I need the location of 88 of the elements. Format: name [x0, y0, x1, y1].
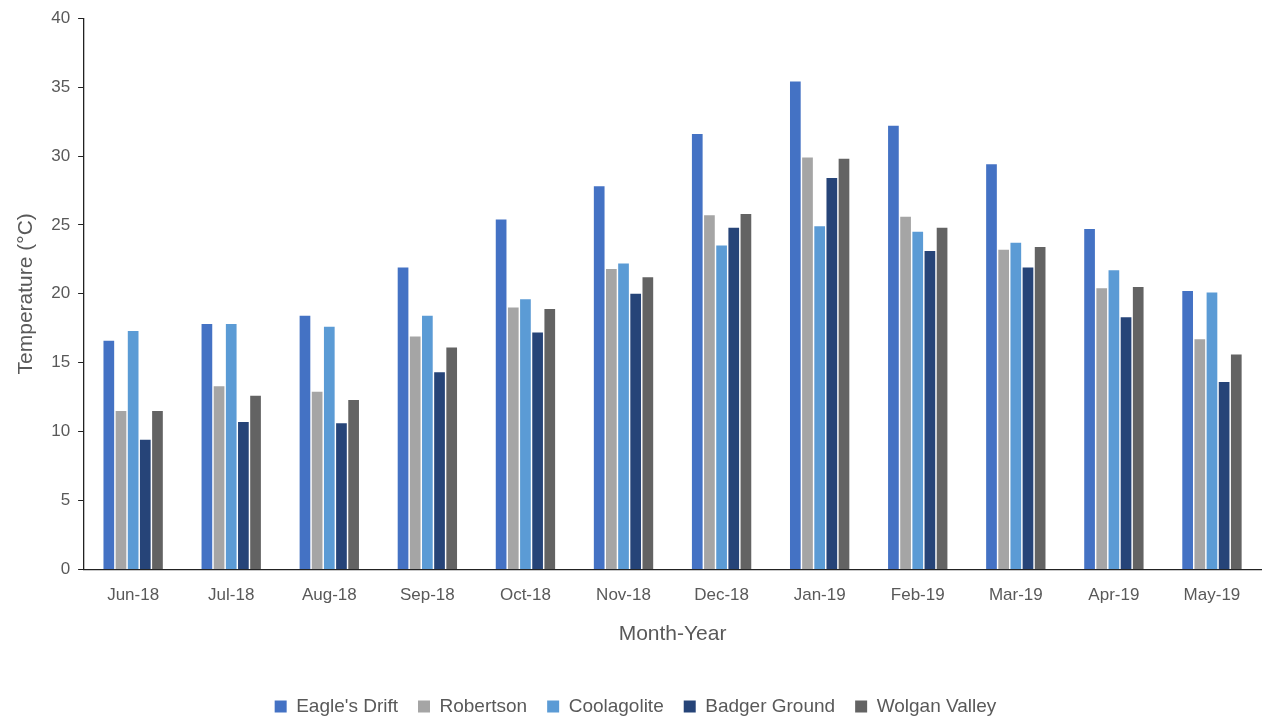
bar: [1194, 339, 1206, 569]
x-tick-label: Mar-19: [988, 585, 1043, 605]
bar: [1034, 246, 1046, 569]
bar: [789, 81, 801, 569]
x-tick-label: Oct-18: [499, 585, 551, 605]
x-tick-label: Aug-18: [301, 585, 357, 605]
bar: [1022, 267, 1034, 569]
bar: [544, 308, 556, 569]
bar: [924, 251, 936, 569]
legend-label: Eagle's Drift: [296, 694, 399, 716]
bar: [606, 269, 617, 569]
bar: [1206, 292, 1218, 569]
x-tick-label: Nov-18: [596, 585, 651, 605]
bar: [225, 324, 237, 569]
bar: [299, 315, 311, 569]
bar: [716, 245, 727, 569]
bar: [532, 332, 543, 569]
y-tick-label: 0: [60, 559, 71, 579]
bar: [507, 307, 519, 569]
bar: [1120, 317, 1132, 569]
bar: [139, 439, 151, 569]
bar: [1218, 381, 1230, 569]
bar: [728, 227, 740, 569]
bar: [618, 263, 629, 569]
x-tick-label: Feb-19: [890, 585, 945, 605]
bar: [838, 158, 850, 569]
bar: [1084, 229, 1095, 569]
x-tick-label: May-19: [1183, 585, 1241, 605]
legend-label: Coolagolite: [568, 694, 664, 716]
bar: [250, 395, 261, 569]
bar: [814, 226, 826, 569]
bar: [311, 391, 323, 569]
legend-label: Wolgan Valley: [876, 694, 997, 716]
bar: [740, 213, 752, 569]
y-tick-label: 25: [51, 214, 71, 234]
legend-label: Robertson: [439, 694, 528, 716]
bar: [1230, 354, 1242, 569]
y-tick-label: 35: [51, 76, 71, 96]
bar: [998, 249, 1009, 569]
bar: [336, 423, 347, 569]
y-axis-title: Temperature (°C): [13, 213, 37, 375]
legend-label: Badger Ground: [705, 694, 836, 716]
bar: [900, 216, 911, 569]
bar: [446, 347, 458, 569]
bar: [1182, 291, 1193, 569]
bar: [201, 324, 213, 569]
bar: [103, 340, 115, 569]
bar: [434, 372, 445, 569]
x-tick-label: Apr-19: [1088, 585, 1140, 605]
y-tick-label: 10: [51, 421, 71, 441]
bar: [348, 399, 359, 569]
bar: [238, 421, 249, 569]
bar: [213, 386, 225, 569]
bar: [912, 231, 924, 569]
bar: [986, 164, 997, 569]
bar: [1108, 270, 1120, 569]
bar: [115, 410, 127, 569]
bar: [630, 293, 642, 569]
x-axis-title: Month-Year: [618, 621, 727, 645]
bar: [826, 178, 838, 569]
y-tick-label: 40: [51, 7, 71, 27]
x-tick-label: Sep-18: [399, 585, 455, 605]
y-tick-label: 30: [51, 145, 71, 165]
bar: [593, 186, 605, 569]
bar: [888, 125, 899, 569]
bar: [495, 219, 507, 569]
bar: [704, 215, 715, 569]
bar: [520, 299, 531, 569]
bar: [691, 133, 703, 569]
x-tick-label: Jun-18: [107, 585, 160, 605]
bar: [397, 267, 409, 569]
bar: [127, 331, 139, 569]
bar: [1096, 288, 1108, 569]
bar: [642, 277, 654, 569]
bar: [936, 227, 948, 569]
y-tick-label: 5: [60, 490, 71, 510]
bar: [409, 336, 421, 569]
bar: [152, 410, 163, 569]
y-tick-label: 20: [51, 283, 71, 303]
x-tick-label: Dec-18: [694, 585, 749, 605]
bar: [422, 315, 433, 569]
x-tick-label: Jan-19: [793, 585, 846, 605]
y-tick-label: 15: [51, 352, 71, 372]
bar: [802, 157, 813, 569]
bar: [1010, 242, 1022, 569]
x-tick-label: Jul-18: [208, 585, 255, 605]
bar: [1132, 286, 1144, 569]
bar: [323, 326, 335, 569]
